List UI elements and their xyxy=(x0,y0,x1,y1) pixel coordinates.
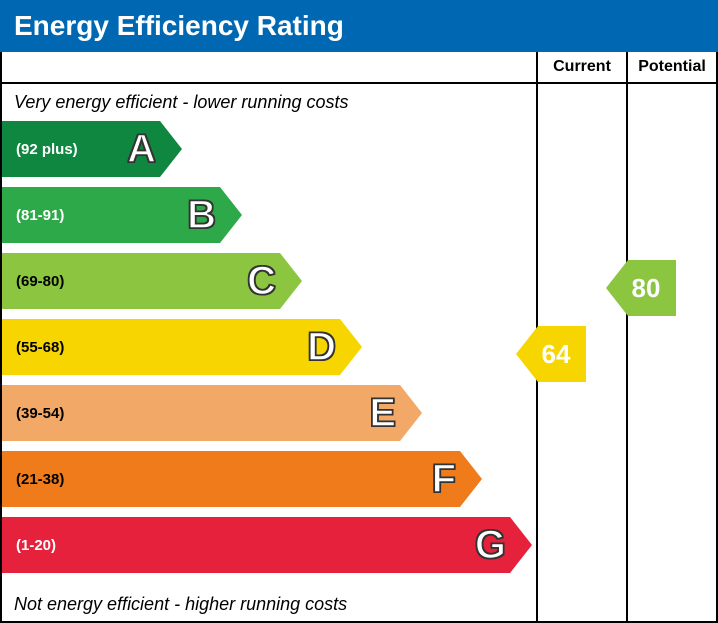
band-range-label: (81-91) xyxy=(2,207,64,224)
band-range-label: (21-38) xyxy=(2,471,64,488)
band-letter: C xyxy=(247,259,276,304)
chart-body: Current Potential Very energy efficient … xyxy=(0,52,718,623)
col-header-current: Current xyxy=(536,52,626,82)
current-column: 64 xyxy=(536,84,626,621)
band-range-label: (69-80) xyxy=(2,273,64,290)
band-bar: (1-20) G xyxy=(2,517,532,573)
band-c: (69-80) C xyxy=(2,253,536,309)
band-range-label: (55-68) xyxy=(2,339,64,356)
current-arrow: 64 xyxy=(516,326,586,382)
band-letter: A xyxy=(127,127,156,172)
band-g: (1-20) G xyxy=(2,517,536,573)
band-e: (39-54) E xyxy=(2,385,536,441)
band-letter: F xyxy=(432,457,456,502)
band-letter: D xyxy=(307,325,336,370)
band-a: (92 plus) A xyxy=(2,121,536,177)
band-bar: (69-80) C xyxy=(2,253,302,309)
band-b: (81-91) B xyxy=(2,187,536,243)
band-range-label: (1-20) xyxy=(2,537,56,554)
bands-list: (92 plus) A (81-91) B (69-80) C (55-68) D (39-54… xyxy=(2,121,536,573)
band-range-label: (92 plus) xyxy=(2,141,78,158)
body-row: Very energy efficient - lower running co… xyxy=(2,84,716,621)
bands-area: Very energy efficient - lower running co… xyxy=(2,84,536,621)
potential-arrow-value: 80 xyxy=(606,260,676,316)
band-letter: E xyxy=(369,391,396,436)
column-headers: Current Potential xyxy=(2,52,716,84)
band-range-label: (39-54) xyxy=(2,405,64,422)
band-bar: (21-38) F xyxy=(2,451,482,507)
potential-arrow: 80 xyxy=(606,260,676,316)
col-spacer xyxy=(2,52,536,82)
chart-title: Energy Efficiency Rating xyxy=(0,0,718,52)
note-inefficient: Not energy efficient - higher running co… xyxy=(2,594,347,615)
band-letter: G xyxy=(475,523,506,568)
col-header-potential: Potential xyxy=(626,52,716,82)
band-bar: (81-91) B xyxy=(2,187,242,243)
band-bar: (39-54) E xyxy=(2,385,422,441)
band-d: (55-68) D xyxy=(2,319,536,375)
note-efficient: Very energy efficient - lower running co… xyxy=(2,92,536,113)
band-letter: B xyxy=(187,193,216,238)
epc-chart: Energy Efficiency Rating Current Potenti… xyxy=(0,0,718,619)
band-bar: (92 plus) A xyxy=(2,121,182,177)
band-bar: (55-68) D xyxy=(2,319,362,375)
potential-column: 80 xyxy=(626,84,716,621)
current-arrow-value: 64 xyxy=(516,326,586,382)
band-f: (21-38) F xyxy=(2,451,536,507)
